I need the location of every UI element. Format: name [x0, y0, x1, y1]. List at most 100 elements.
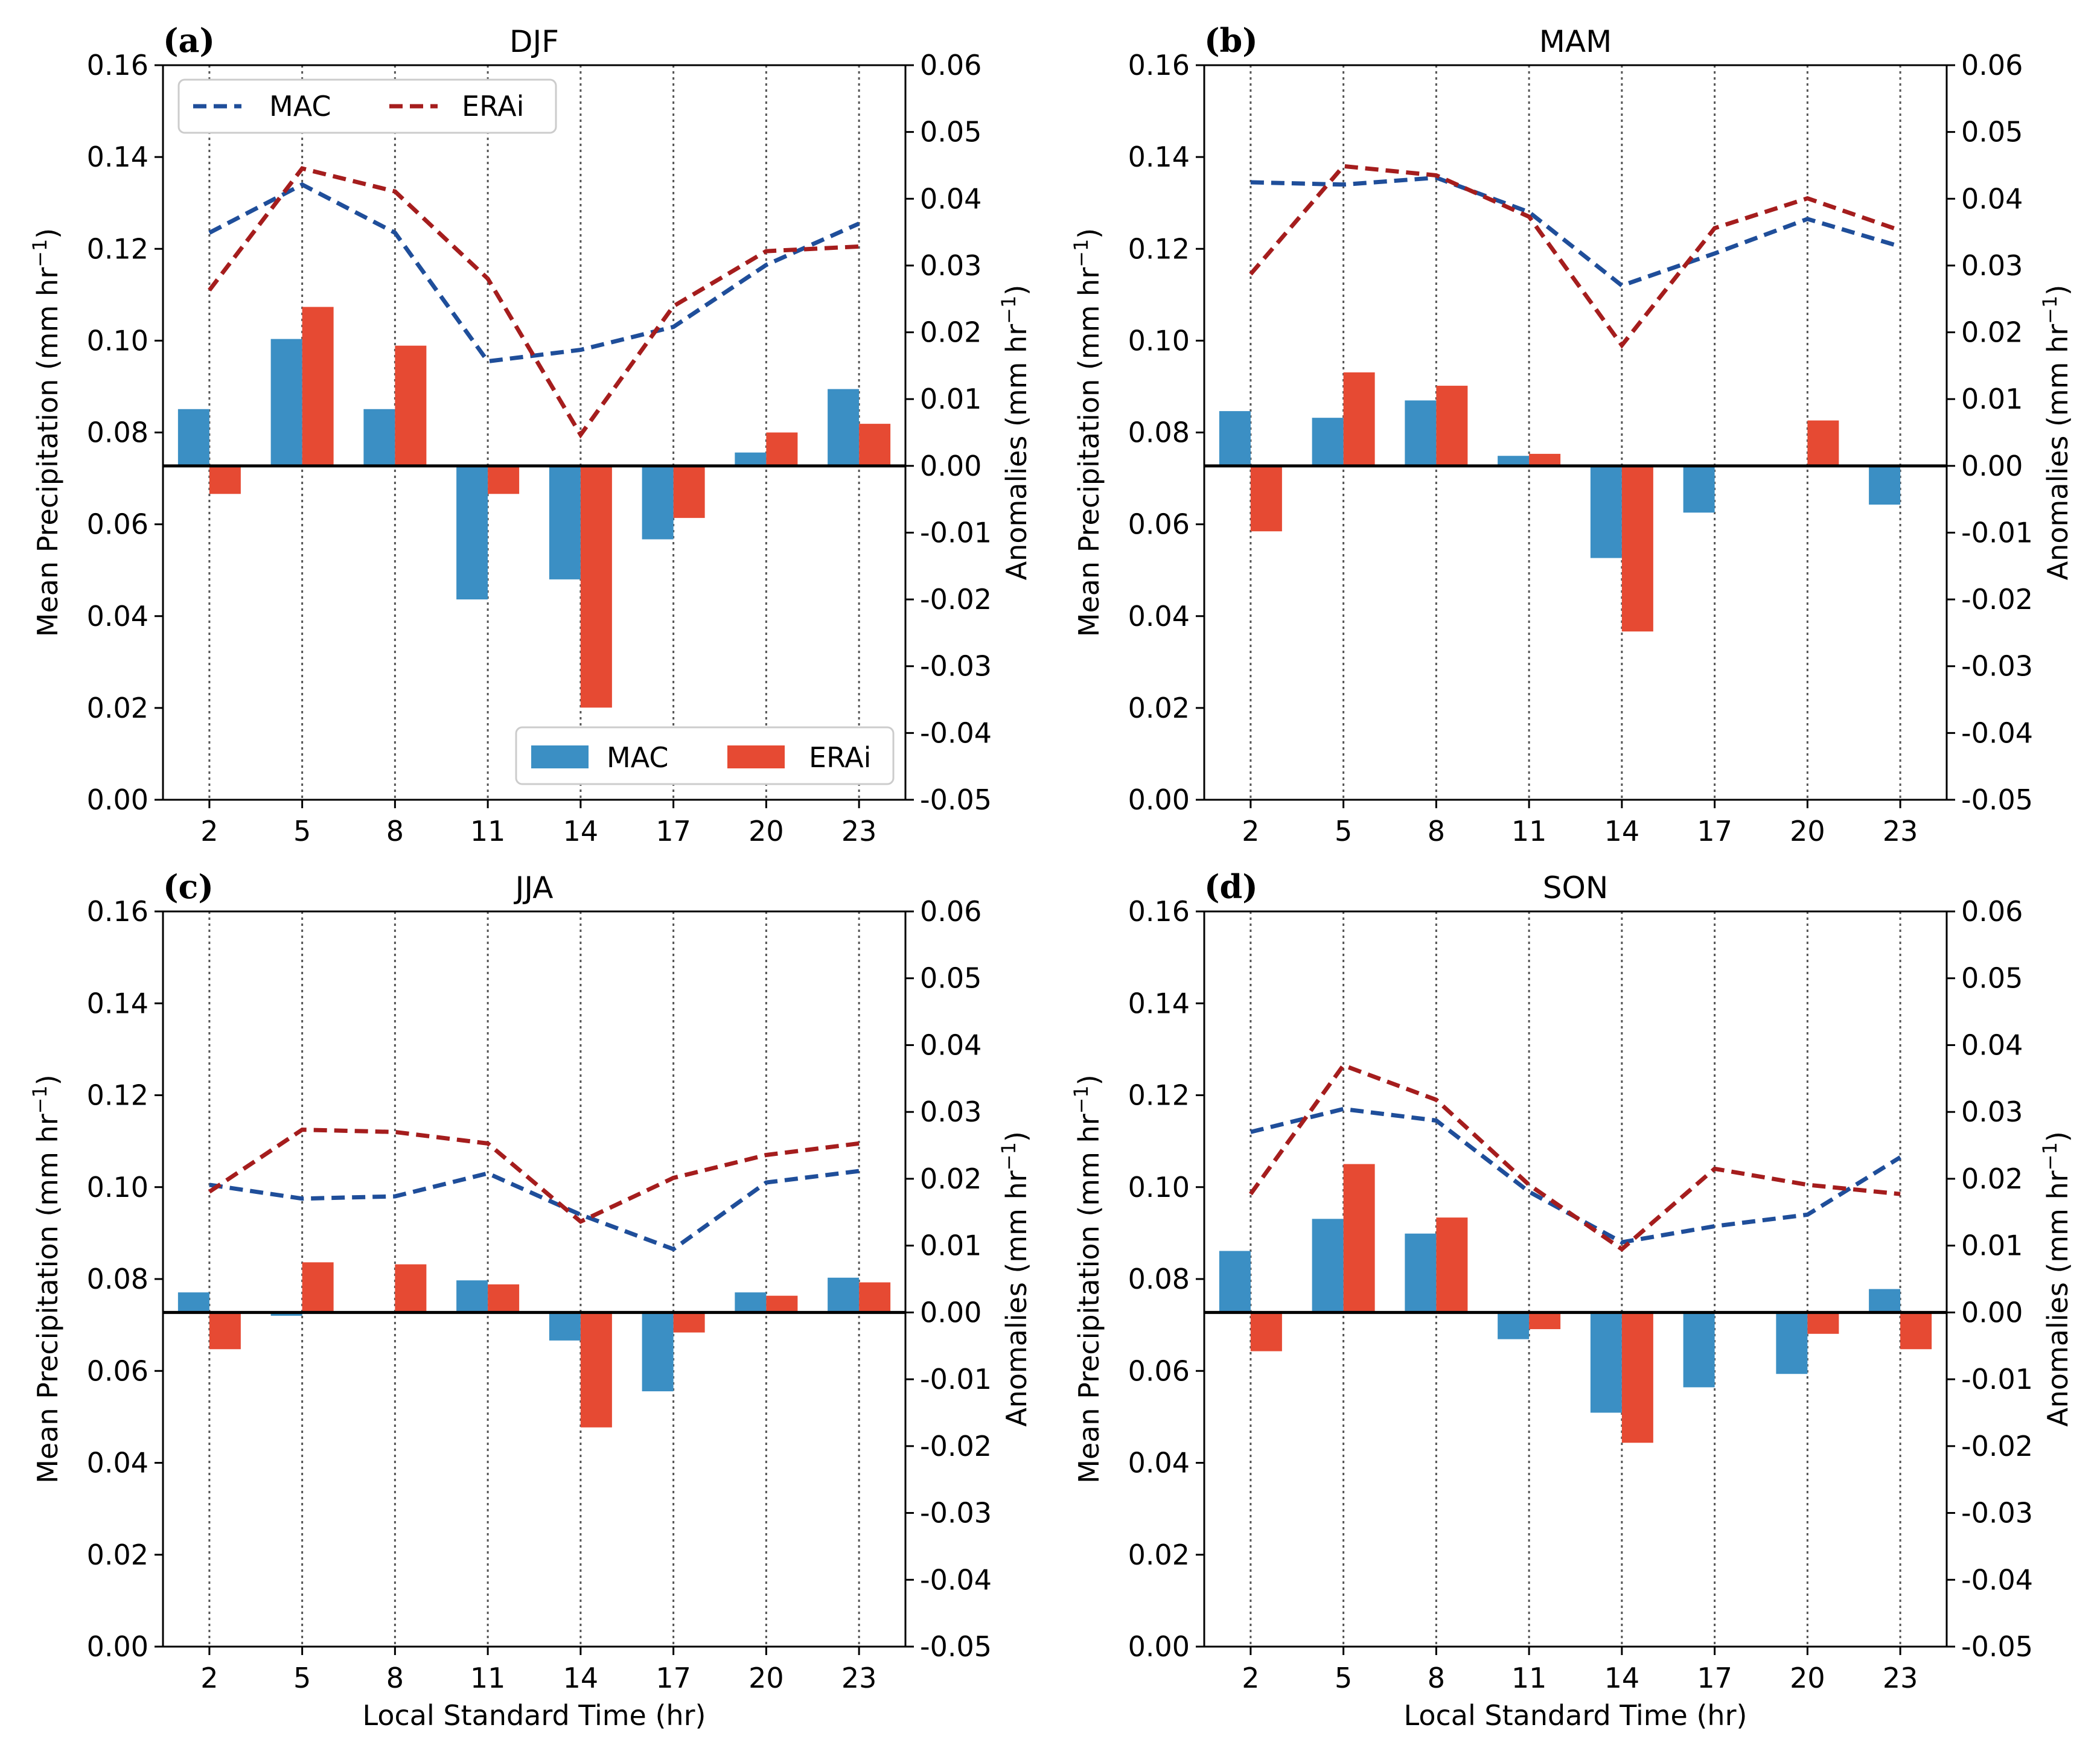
right-tick-label: -0.05: [920, 783, 992, 816]
line-erai: [208, 1128, 860, 1224]
bar-mac: [1590, 1312, 1622, 1413]
x-tick-label: 11: [470, 815, 506, 847]
panel-letter: (d): [1204, 867, 1258, 906]
right-tick-label: -0.03: [1961, 650, 2033, 683]
right-tick-label: -0.02: [920, 1430, 992, 1463]
bar-erai: [1343, 1164, 1375, 1313]
bar-mac: [1498, 456, 1530, 466]
plot-frame: [162, 910, 907, 1648]
bar-mac: [270, 339, 302, 466]
left-tick-label: 0.00: [1128, 1630, 1190, 1663]
bar-erai: [1436, 386, 1468, 466]
bar-erai: [859, 424, 891, 466]
bar-erai: [395, 345, 427, 466]
right-tick-label: 0.05: [1961, 962, 2023, 995]
bar-mac: [828, 1277, 860, 1313]
panel-jja: 0.00 0.02 0.04 0.06 0.08 0.10 0.12 0.14 0.16 -0.0…: [28, 867, 1033, 1732]
line-mac: [209, 1169, 860, 1252]
left-tick-label: 0.08: [87, 1263, 148, 1295]
line-erai: [1249, 164, 1901, 349]
bar-mac: [1312, 1219, 1344, 1313]
right-tick-label: 0.00: [920, 450, 981, 482]
right-tick-label: -0.04: [1961, 1563, 2033, 1596]
right-tick-label: 0.05: [1961, 116, 2023, 148]
right-tick-label: -0.02: [1961, 1430, 2033, 1463]
x-tick-label: 8: [386, 815, 404, 847]
line-erai: [1249, 1062, 1901, 1252]
legend-label-mac: MAC: [269, 90, 331, 123]
left-tick-label: 0.10: [1128, 1171, 1190, 1204]
bar-mac: [270, 1312, 302, 1316]
bar-erai: [1529, 1312, 1561, 1330]
left-tick-label: 0.04: [87, 1447, 148, 1479]
bar-erai: [580, 1312, 612, 1428]
x-tick-label: 23: [1883, 1662, 1918, 1694]
x-tick-label: 2: [200, 815, 218, 847]
right-tick-label: -0.01: [1961, 516, 2033, 549]
x-tick-label: 5: [1335, 815, 1352, 847]
right-tick-label: 0.02: [920, 1163, 981, 1195]
left-tick-label: 0.12: [87, 1079, 148, 1112]
left-tick-label: 0.10: [1128, 324, 1190, 357]
line-legend: MAC ERAi: [177, 78, 557, 134]
bar-mac: [1405, 1233, 1437, 1313]
x-tick-label: 2: [200, 1662, 218, 1694]
panel-mam: 0.00 0.02 0.04 0.06 0.08 0.10 0.12 0.14 0.16 -0.0…: [1070, 21, 2074, 847]
x-axis-label: Local Standard Time (hr): [363, 1699, 706, 1732]
line-mac: [208, 182, 860, 364]
left-tick-label: 0.06: [87, 508, 148, 541]
panel-letter: (a): [163, 21, 215, 60]
left-tick-label: 0.14: [1128, 141, 1190, 173]
bar-mac: [1219, 411, 1251, 466]
bar-mac: [1869, 1289, 1901, 1313]
right-tick-label: -0.02: [920, 583, 992, 616]
bar-erai: [209, 465, 241, 494]
left-tick-label: 0.16: [87, 49, 148, 81]
right-tick-label: 0.06: [1961, 49, 2023, 81]
right-tick-label: 0.02: [1961, 316, 2023, 349]
right-tick-label: 0.05: [920, 962, 981, 995]
bar-mac: [1590, 465, 1622, 558]
right-tick-label: 0.01: [1961, 383, 2023, 415]
x-tick-label: 8: [1428, 1662, 1445, 1694]
bar-erai: [1621, 1312, 1653, 1443]
legend-label-erai: ERAi: [809, 741, 871, 774]
bar-erai: [488, 1284, 520, 1313]
right-tick-label: -0.02: [1961, 583, 2033, 616]
x-tick-label: 17: [656, 1662, 691, 1694]
x-tick-label: 14: [1604, 1662, 1640, 1694]
x-tick-label: 8: [1428, 815, 1445, 847]
left-tick-label: 0.06: [1128, 1354, 1190, 1387]
bar-mac: [1498, 1312, 1530, 1339]
right-tick-label: 0.06: [920, 49, 981, 81]
x-tick-label: 14: [563, 815, 599, 847]
left-axis-label: Mean Precipitation (mm hr−1): [1070, 1074, 1105, 1483]
bar-mac: [1405, 400, 1437, 466]
right-tick-label: -0.01: [1961, 1363, 2033, 1396]
x-tick-label: 8: [386, 1662, 404, 1694]
right-tick-label: 0.03: [1961, 1096, 2023, 1128]
bar-erai: [395, 1264, 427, 1313]
bar-erai: [1436, 1217, 1468, 1313]
left-tick-label: 0.04: [1128, 1447, 1190, 1479]
panel-title: DJF: [509, 24, 559, 59]
left-tick-label: 0.16: [87, 895, 148, 928]
bar-mac: [642, 1312, 674, 1392]
right-tick-label: 0.01: [920, 1230, 981, 1262]
bar-erai: [1250, 465, 1282, 532]
panel-title: MAM: [1539, 24, 1612, 59]
right-tick-label: 0.04: [1961, 1029, 2023, 1061]
line-erai: [208, 166, 860, 439]
left-tick-label: 0.00: [87, 1630, 148, 1663]
bar-mac: [456, 465, 488, 600]
right-tick-label: 0.03: [1961, 249, 2023, 282]
x-tick-label: 5: [1335, 1662, 1352, 1694]
right-tick-label: 0.05: [920, 116, 981, 148]
right-tick-label: 0.04: [920, 1029, 981, 1061]
left-axis-label: Mean Precipitation (mm hr−1): [28, 1074, 64, 1483]
bar-erai: [302, 307, 334, 466]
bar-erai: [302, 1262, 334, 1313]
right-tick-label: 0.02: [1961, 1163, 2023, 1195]
x-tick-label: 5: [293, 1662, 311, 1694]
